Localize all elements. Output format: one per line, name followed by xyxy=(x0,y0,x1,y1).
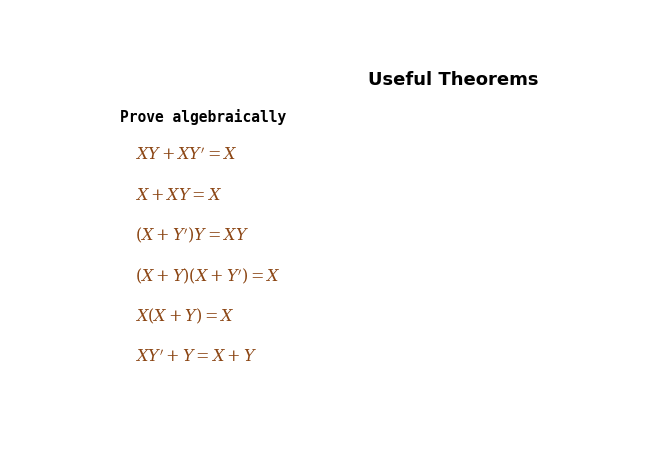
Text: Prove algebraically: Prove algebraically xyxy=(119,109,286,125)
Text: $(X + Y)(X + Y') = X$: $(X + Y)(X + Y') = X$ xyxy=(135,266,281,285)
Text: Useful Theorems: Useful Theorems xyxy=(368,71,539,88)
Text: $X + XY = X$: $X + XY = X$ xyxy=(135,187,222,203)
Text: $(X + Y')Y = XY$: $(X + Y')Y = XY$ xyxy=(135,225,249,245)
Text: $XY' + Y = X + Y$: $XY' + Y = X + Y$ xyxy=(135,347,257,364)
Text: $XY + XY' = X$: $XY + XY' = X$ xyxy=(135,146,237,163)
Text: $X(X + Y) = X$: $X(X + Y) = X$ xyxy=(135,306,234,325)
